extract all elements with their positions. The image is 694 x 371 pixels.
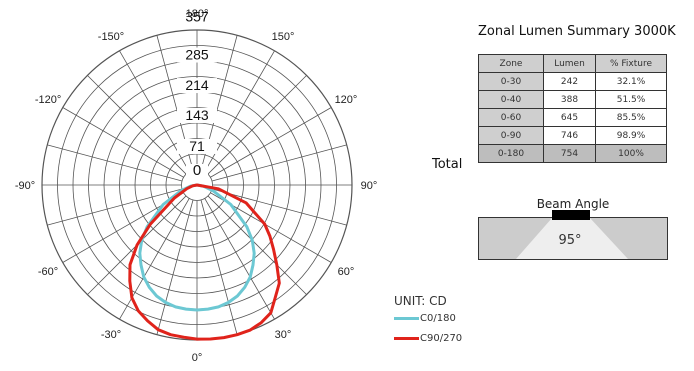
radial-tick-label: 71	[189, 138, 205, 154]
beam-angle-value: 95°	[558, 233, 582, 248]
table-row: 0-90 746 98.9%	[478, 126, 667, 145]
total-label: Total	[432, 157, 463, 172]
total-lumen-cell: 754	[542, 144, 597, 163]
series-curve-c90-270	[128, 183, 281, 341]
angle-label: 60°	[338, 266, 355, 278]
legend-swatch-cyan	[394, 316, 419, 320]
grid-spoke	[47, 144, 183, 182]
grid-spoke	[200, 199, 238, 335]
legend-item-c0: C0/180	[394, 311, 456, 325]
angle-label: 150°	[272, 31, 295, 43]
beam-angle-title: Beam Angle	[536, 197, 610, 211]
table-row: 0-30 242 32.1%	[478, 72, 667, 91]
angle-label: 90°	[361, 180, 378, 192]
grid-spoke	[211, 144, 347, 182]
grid-spoke	[211, 188, 347, 226]
zone-cell: 0-90	[478, 126, 544, 145]
radial-label-bg	[186, 164, 208, 177]
polar-candela-chart: 0 71 143 214 285 357 0° 30° 60° 90° 120° 150° 180° -1…	[15, 8, 377, 364]
grid-spoke	[204, 198, 275, 320]
radial-zero-label: 0	[193, 162, 201, 179]
grid-spoke	[207, 195, 307, 295]
header-zone: Zone	[478, 54, 544, 73]
angle-label: -30°	[101, 329, 121, 341]
legend-swatch-red	[394, 336, 419, 340]
grid-spoke	[87, 75, 187, 175]
header-fixture: % Fixture	[595, 54, 667, 73]
grid-spoke	[210, 107, 332, 178]
fixture-cell: 51.5%	[595, 90, 667, 109]
radial-tick-bg	[177, 47, 217, 63]
total-fixture-cell: 100%	[595, 144, 667, 163]
angle-label: -90°	[15, 180, 35, 192]
legend-label: C0/180	[420, 312, 456, 324]
angle-label: 120°	[335, 94, 358, 106]
fixture-cell: 32.1%	[595, 72, 667, 91]
polar-labels: 0 71 143 214 285 357 0° 30° 60° 90° 120° 150° 180° -1…	[15, 8, 377, 364]
legend-label: C90/270	[420, 332, 463, 344]
zonal-lumen-table: Zone Lumen % Fixture 0-30 242 32.1% 0-40…	[478, 54, 667, 163]
fixture-cell: 85.5%	[595, 108, 667, 127]
legend-item-c90: C90/270	[394, 331, 462, 345]
zone-cell: 0-40	[478, 90, 544, 109]
table-row: 0-60 645 85.5%	[478, 108, 667, 127]
zone-cell: 0-30	[478, 72, 544, 91]
radial-tick-label: 214	[185, 77, 209, 93]
fixture-cell: 98.9%	[595, 126, 667, 145]
radial-tick-label: 357	[185, 9, 209, 25]
angle-label: -120°	[35, 94, 61, 106]
zonal-summary-title: Zonal Lumen Summary 3000K	[478, 24, 676, 39]
zone-cell: 0-60	[478, 108, 544, 127]
table-row: 0-40 388 51.5%	[478, 90, 667, 109]
grid-spoke	[47, 188, 183, 226]
grid-spoke	[207, 75, 307, 175]
radial-tick-bg	[177, 138, 217, 154]
beam-cone	[516, 218, 628, 259]
lumen-cell: 645	[542, 108, 597, 127]
angle-label: 180°	[186, 8, 209, 20]
angle-label: 30°	[275, 329, 292, 341]
lumen-cell: 388	[542, 90, 597, 109]
table-header-row: Zone Lumen % Fixture	[478, 54, 667, 73]
unit-label: UNIT: CD	[394, 294, 447, 308]
beam-angle-graphic	[478, 210, 668, 260]
angle-label: -60°	[38, 266, 58, 278]
grid-spoke	[156, 199, 194, 335]
angle-label: 0°	[192, 352, 203, 364]
candela-curves	[128, 183, 281, 341]
total-zone-cell: 0-180	[478, 144, 544, 163]
radial-tick-label: 143	[185, 107, 209, 123]
radial-tick-bg	[177, 107, 217, 123]
angle-label: -150°	[98, 31, 124, 43]
radial-tick-label: 285	[185, 47, 209, 63]
total-row: 0-180 754 100%	[478, 144, 667, 163]
beam-source	[552, 210, 590, 220]
lumen-cell: 242	[542, 72, 597, 91]
header-lumen: Lumen	[542, 54, 597, 73]
lumen-cell: 746	[542, 126, 597, 145]
grid-spoke	[62, 107, 184, 178]
radial-tick-bg	[177, 78, 217, 94]
radial-tick-bg	[177, 9, 217, 25]
